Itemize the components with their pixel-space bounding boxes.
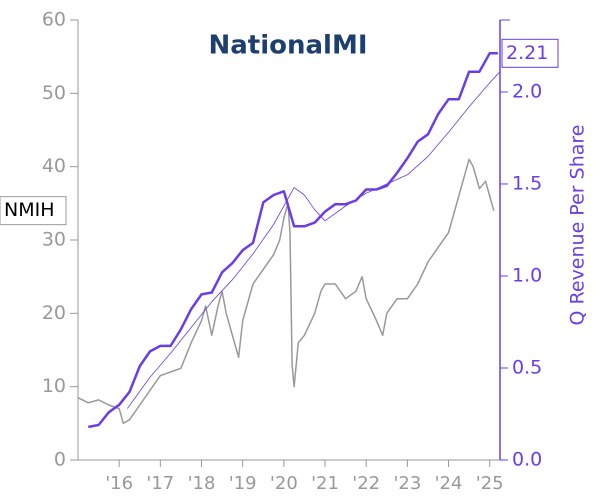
ticker-box: [0, 196, 67, 226]
series-line: [88, 52, 498, 429]
x-tick-label: '20: [270, 473, 298, 494]
x-tick-label: '16: [105, 473, 133, 494]
x-tick-label: '22: [352, 473, 380, 494]
ticker-label: NMIH: [4, 199, 55, 221]
y-tick-label: 20: [42, 302, 66, 324]
x-tick-label: '21: [311, 473, 339, 494]
x-tick-label: '25: [476, 473, 504, 494]
y2-tick-label: 0.0: [512, 449, 542, 471]
series-line: [77, 158, 495, 425]
y-tick-label: 60: [42, 9, 66, 31]
y2-tick-label: 2.0: [512, 80, 542, 102]
x-tick-label: '18: [188, 473, 216, 494]
x-tick-label: '19: [229, 473, 257, 494]
y2-axis-label: Q Revenue Per Share: [567, 125, 589, 326]
y2-tick-label: 1.0: [512, 264, 542, 286]
x-tick-label: '17: [146, 473, 174, 494]
last-value-box: [501, 38, 559, 68]
x-tick-label: '23: [393, 473, 421, 494]
last-value-label: 2.21: [506, 42, 548, 64]
y-tick-label: 10: [42, 375, 66, 397]
y-tick-label: 30: [42, 229, 66, 251]
y-tick-label: 50: [42, 82, 66, 104]
y2-tick-label: 1.5: [512, 172, 542, 194]
series-line: [127, 71, 501, 409]
logo: NationalMI: [208, 31, 367, 61]
x-tick-label: '24: [435, 473, 463, 494]
y-tick-label: 40: [42, 155, 66, 177]
y-tick-label: 0: [54, 449, 66, 471]
y2-tick-label: 0.5: [512, 356, 542, 378]
